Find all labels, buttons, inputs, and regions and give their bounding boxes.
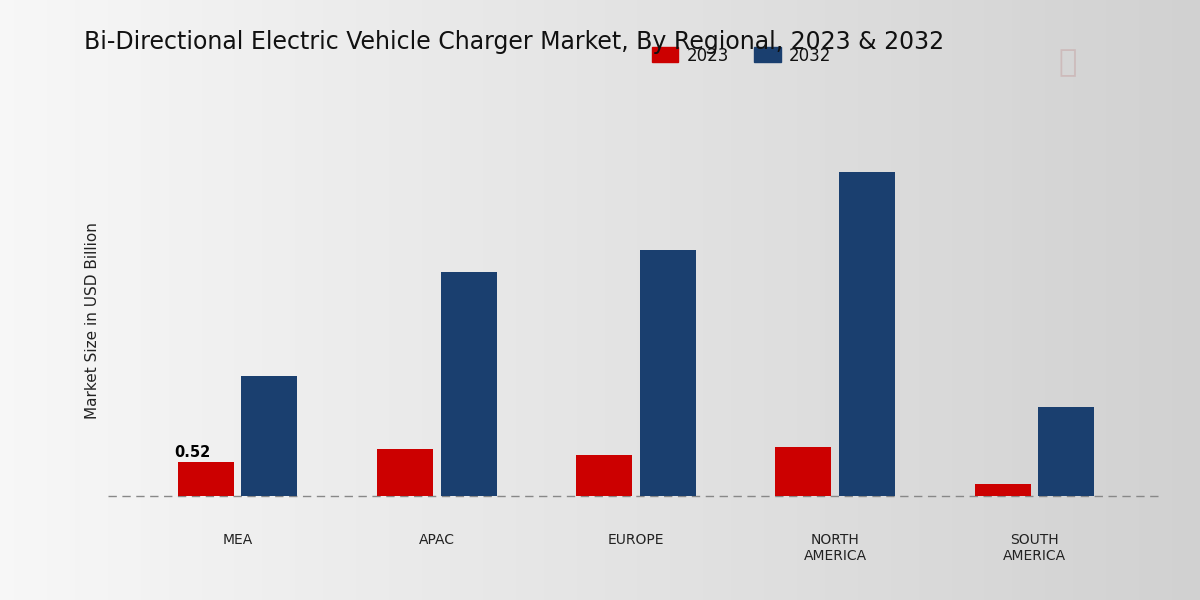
- Text: 0.52: 0.52: [174, 445, 210, 460]
- Bar: [1038, 407, 1094, 496]
- Bar: [775, 447, 832, 496]
- Bar: [640, 250, 696, 496]
- Text: Bi-Directional Electric Vehicle Charger Market, By Regional, 2023 & 2032: Bi-Directional Electric Vehicle Charger …: [84, 30, 944, 54]
- Text: 🔴: 🔴: [1058, 48, 1078, 77]
- Bar: [974, 484, 1031, 496]
- Y-axis label: Market Size in USD Billion: Market Size in USD Billion: [85, 223, 100, 419]
- Bar: [178, 463, 234, 496]
- Bar: [440, 272, 497, 496]
- Legend: 2023, 2032: 2023, 2032: [646, 40, 838, 71]
- Bar: [839, 172, 895, 496]
- Bar: [576, 455, 632, 496]
- Bar: [241, 376, 298, 496]
- Bar: [377, 449, 433, 496]
